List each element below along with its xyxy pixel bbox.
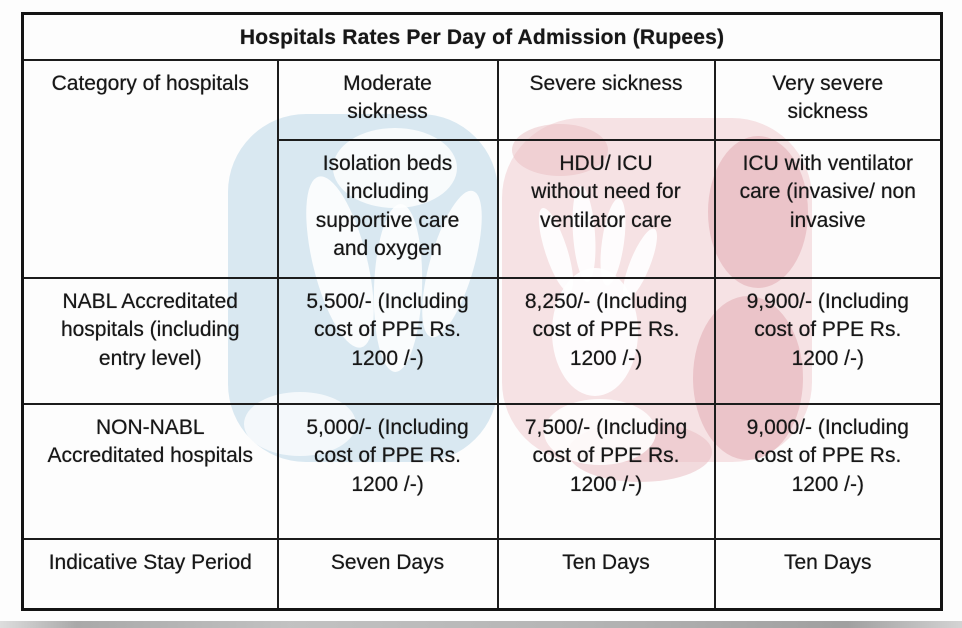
subheader-severe-cell: HDU/ ICU without need for ventilator car… xyxy=(496,138,716,279)
non-nabl-category-cell: NON-NABL Accreditated hospitals xyxy=(21,402,279,540)
nabl-severe-rate-cell: 8,250/- (Including cost of PPE Rs. 1200 … xyxy=(496,276,716,405)
stay-moderate-cell: Seven Days xyxy=(276,537,499,611)
table-row: NABL Accreditated hospitals (including e… xyxy=(21,276,943,405)
non-nabl-moderate-rate-cell: 5,000/- (Including cost of PPE Rs. 1200 … xyxy=(276,402,499,540)
header-very-severe-cell: Very severe sickness xyxy=(713,58,943,141)
header-category-cell: Category of hospitals xyxy=(21,58,279,279)
nabl-very-severe-rate-cell: 9,900/- (Including cost of PPE Rs. 1200 … xyxy=(713,276,943,405)
stay-severe-cell: Ten Days xyxy=(496,537,716,611)
table-title: Hospitals Rates Per Day of Admission (Ru… xyxy=(21,12,943,61)
non-nabl-very-severe-rate-cell: 9,000/- (Including cost of PPE Rs. 1200 … xyxy=(713,402,943,540)
nabl-category-cell: NABL Accreditated hospitals (including e… xyxy=(21,276,279,405)
scan-edge-artifact xyxy=(0,621,962,628)
table-row: Indicative Stay Period Seven Days Ten Da… xyxy=(21,537,943,611)
hospital-rates-table: Hospitals Rates Per Day of Admission (Ru… xyxy=(21,12,944,611)
table-row: NON-NABL Accreditated hospitals 5,000/- … xyxy=(21,402,943,540)
header-severe-cell: Severe sickness xyxy=(496,58,716,141)
header-moderate-cell: Moderate sickness xyxy=(276,58,499,141)
stay-very-severe-cell: Ten Days xyxy=(713,537,943,611)
non-nabl-severe-rate-cell: 7,500/- (Including cost of PPE Rs. 1200 … xyxy=(496,402,716,540)
stay-period-label-cell: Indicative Stay Period xyxy=(21,537,279,611)
subheader-moderate-cell: Isolation beds including supportive care… xyxy=(276,138,499,279)
nabl-moderate-rate-cell: 5,500/- (Including cost of PPE Rs. 1200 … xyxy=(276,276,499,405)
subheader-very-severe-cell: ICU with ventilator care (invasive/ non … xyxy=(713,138,943,279)
